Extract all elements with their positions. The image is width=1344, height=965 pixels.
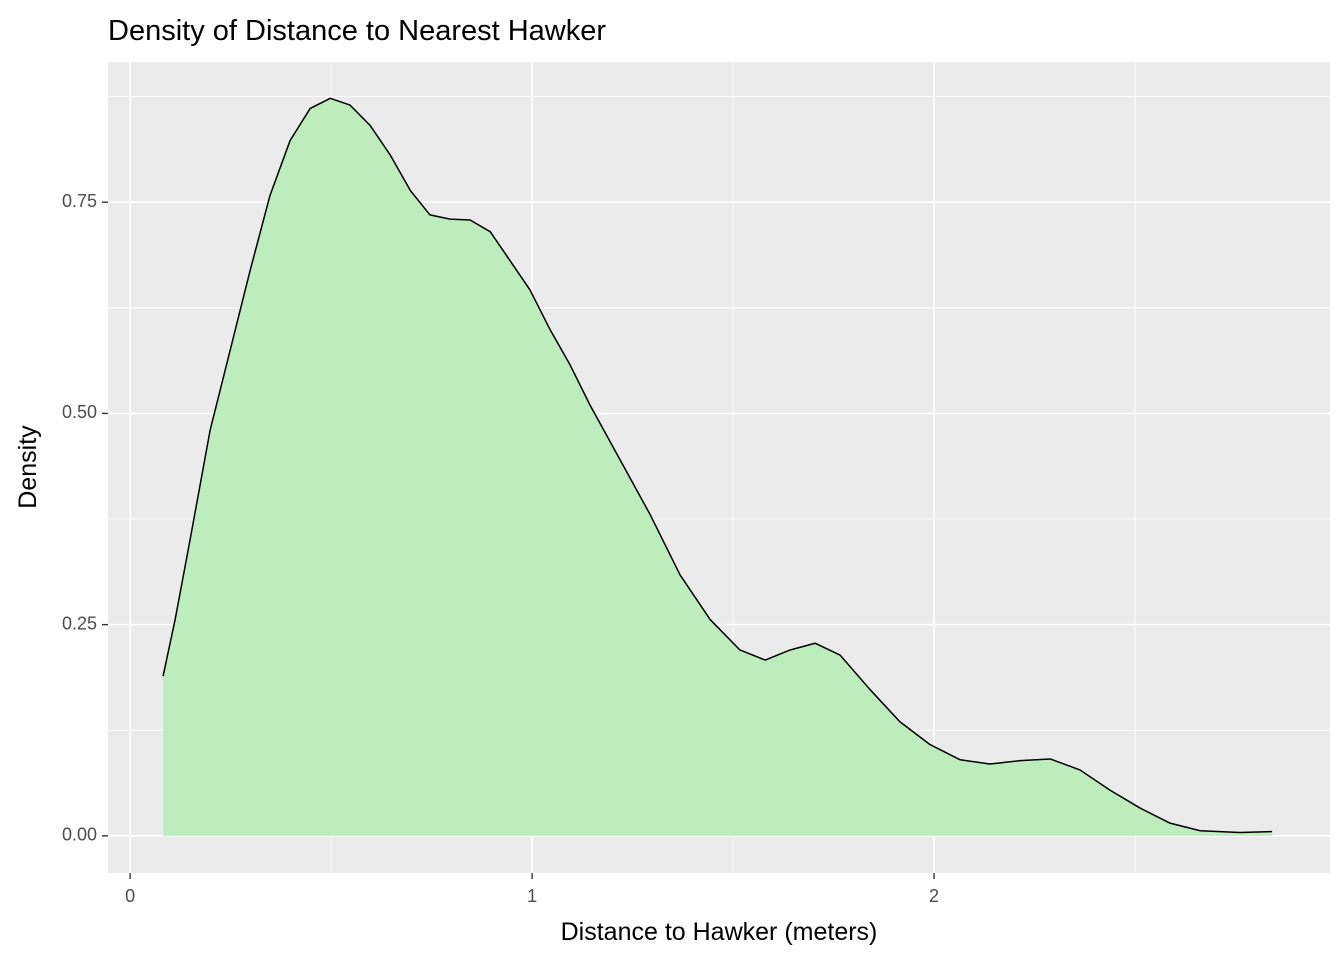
- density-line: [162, 97, 1273, 834]
- chart-title: Density of Distance to Nearest Hawker: [108, 15, 606, 47]
- y-tick-label: 0.00: [62, 825, 97, 845]
- y-axis-title: Density: [14, 425, 42, 509]
- y-tick-label: 0.50: [62, 402, 97, 422]
- axes: 0 1 2 0.00 0.25 0.50 0.75: [62, 191, 939, 906]
- marks: [162, 97, 1273, 836]
- x-tick-label: 0: [125, 886, 135, 906]
- density-area: [163, 98, 1273, 836]
- x-tick-label: 1: [527, 886, 537, 906]
- x-axis-title: Distance to Hawker (meters): [561, 918, 878, 946]
- x-tick-label: 2: [929, 886, 939, 906]
- y-tick-label: 0.75: [62, 191, 97, 211]
- y-tick-label: 0.25: [62, 613, 97, 633]
